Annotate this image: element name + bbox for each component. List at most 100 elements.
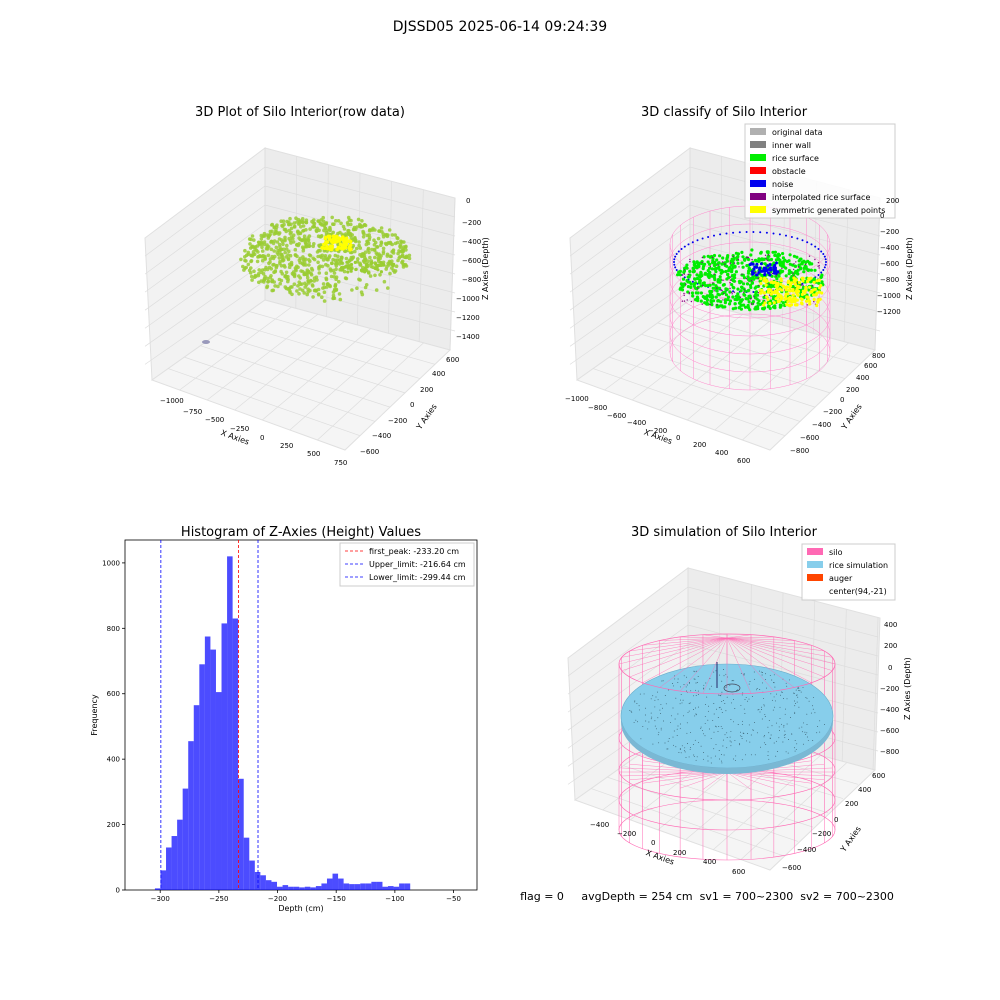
symmetric-point (765, 295, 769, 299)
noise-point (680, 248, 683, 250)
rice-mesh-point (713, 748, 715, 750)
raw-point (346, 270, 350, 274)
grid-line (604, 306, 717, 391)
raw-point (339, 221, 343, 226)
raw-point (350, 266, 354, 270)
rice-mesh-point (660, 729, 662, 731)
raw-point (262, 278, 266, 282)
rice-surface-point (745, 264, 749, 268)
rice-surface-point (792, 273, 796, 277)
rice-mesh-point (698, 741, 700, 743)
rice-surface-point (727, 275, 731, 280)
rice-mesh-point (679, 727, 681, 729)
hist-ylabel: Frequency (90, 694, 99, 736)
raw-point (272, 232, 277, 236)
raw-point (267, 234, 272, 238)
rice-mesh-point (638, 709, 640, 711)
symmetric-point (779, 282, 783, 286)
rice-mesh-point (808, 700, 810, 702)
raw-point (346, 215, 351, 220)
raw-zlabel: Z Axies (Depth) (481, 237, 490, 300)
raw-grid (144, 148, 456, 441)
rice-mesh-point (771, 699, 773, 701)
rice-mesh-point (730, 730, 732, 732)
raw-point (278, 281, 283, 286)
interpolated-point (813, 300, 815, 303)
grid-line (262, 328, 371, 421)
rice-mesh-point (730, 745, 732, 747)
grid-line (216, 333, 406, 394)
hist-bar (271, 881, 278, 890)
rice-mesh-point (796, 743, 798, 745)
rice-mesh-point (775, 740, 777, 742)
hist-y-tick-label: 200 (107, 821, 120, 829)
rice-mesh-point (708, 728, 710, 730)
grid-line (841, 609, 847, 762)
noise-point (675, 253, 678, 255)
rice-mesh-point (773, 682, 775, 684)
rice-mesh-point (733, 699, 734, 701)
rice-mesh-point (680, 752, 682, 754)
symmetric-point (795, 292, 799, 296)
noise-point (755, 262, 759, 266)
rice-mesh-point (812, 696, 814, 698)
legend-label: Upper_limit: -216.64 cm (369, 560, 466, 569)
rice-mesh-point (773, 696, 775, 698)
interpolated-point (683, 292, 685, 295)
rice-surface-point (769, 257, 774, 262)
rice-surface-point (739, 289, 743, 293)
raw-y-tick: 400 (432, 370, 445, 378)
rice-mesh-point (760, 746, 762, 748)
rice-mesh-point (785, 751, 787, 753)
rice-mesh-point (795, 689, 797, 691)
rice-surface-point (698, 278, 702, 282)
hist-xlabel: Depth (cm) (278, 904, 323, 913)
interpolated-point (717, 264, 719, 266)
rice-surface-point (708, 292, 713, 296)
symmetric-point (815, 303, 819, 308)
rice-mesh-point (729, 736, 731, 738)
rice-surface-point (718, 268, 722, 272)
rice-surface-point (728, 290, 732, 294)
hist-bar (204, 636, 211, 890)
raw-point (381, 249, 386, 254)
noise-point (677, 250, 680, 253)
sim-ylabel: Y Axies (838, 825, 863, 855)
rice-mesh-point (741, 738, 743, 739)
rice-surface-point (777, 253, 782, 257)
grid-line (569, 166, 691, 257)
noise-point (768, 263, 772, 266)
symmetric-point (764, 283, 768, 287)
grid-line (567, 643, 689, 731)
raw-point (249, 274, 254, 279)
rice-surface-point (681, 277, 686, 281)
rice-mesh-point (706, 696, 708, 698)
rice-surface-point (746, 289, 750, 293)
rice-mesh-point (750, 734, 752, 736)
raw-point (249, 237, 253, 242)
rice-mesh-point (735, 689, 737, 691)
sim-x-tick: 0 (651, 839, 655, 847)
raw-point (296, 230, 300, 234)
rice-mesh-point (712, 719, 714, 721)
hist-bar (321, 883, 327, 890)
classify-x-ticks: −1000 −800 −600 −400 −200 0 200 400 600 (565, 395, 750, 465)
raw-point (379, 241, 384, 245)
rice-mesh-point (774, 686, 776, 688)
rice-mesh-point (703, 687, 705, 689)
rice-surface-point (777, 257, 781, 261)
raw-point (241, 264, 245, 269)
noise-point (824, 258, 827, 261)
raw-outlier-point (202, 340, 210, 344)
rice-mesh-point (643, 693, 645, 695)
rice-mesh-point (773, 674, 775, 676)
rice-surface-point (717, 261, 721, 265)
rice-surface-point (747, 300, 751, 304)
hist-legend: first_peak: -233.20 cm Upper_limit: -216.… (339, 542, 475, 587)
rice-mesh-point (697, 694, 699, 696)
interpolated-point (753, 296, 755, 298)
rice-surface-point (727, 266, 731, 270)
silo-roof-spoke (629, 637, 728, 678)
raw-point (359, 290, 364, 295)
rice-mesh-point (689, 748, 691, 750)
